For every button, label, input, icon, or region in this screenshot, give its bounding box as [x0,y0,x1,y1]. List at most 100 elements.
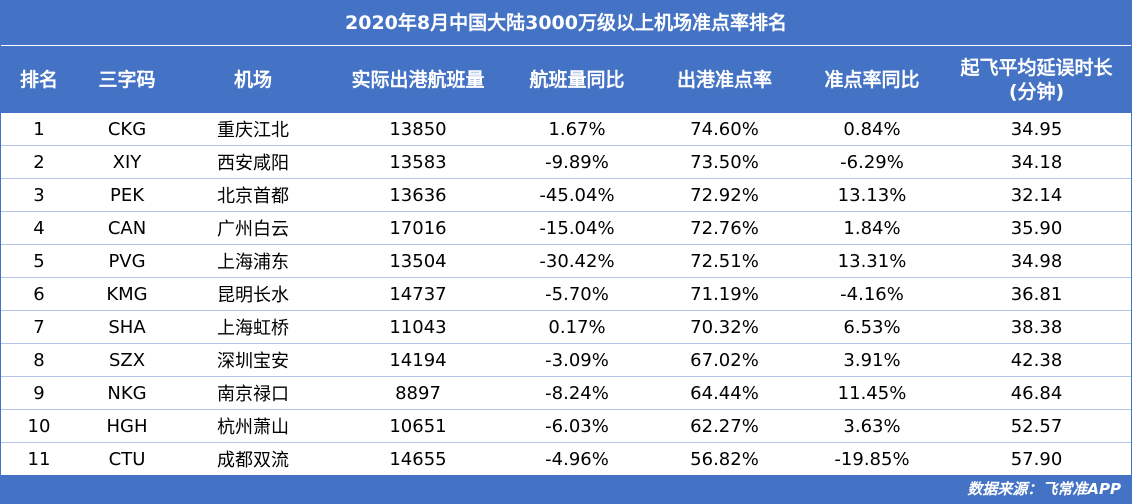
table-cell: 72.92% [647,178,802,212]
table-cell: KMG [77,277,177,311]
table-cell: 34.18 [942,145,1131,179]
table-cell: 34.98 [942,244,1131,278]
table-cell: 10 [1,409,77,443]
table-title: 2020年8月中国大陆3000万级以上机场准点率排名 [1,1,1131,46]
table-cell: 昆明长水 [177,277,329,311]
table-cell: 深圳宝安 [177,343,329,377]
table-cell: 62.27% [647,409,802,443]
table-cell: 14737 [329,277,507,311]
table-cell: CAN [77,211,177,245]
table-cell: 74.60% [647,113,802,146]
table-cell: -5.70% [507,277,647,311]
column-header-text: 三字码 [98,68,156,91]
table-cell: 42.38 [942,343,1131,377]
source-note: 数据来源：飞常准APP [1,475,1131,503]
table-cell: -9.89% [507,145,647,179]
table-cell: 4 [1,211,77,245]
table-cell: 35.90 [942,211,1131,245]
table-cell: -6.29% [802,145,942,179]
table-cell: 0.84% [802,113,942,146]
table-cell: 3.63% [802,409,942,443]
table-cell: -4.16% [802,277,942,311]
table-cell: NKG [77,376,177,410]
table-cell: 上海浦东 [177,244,329,278]
table-cell: 6.53% [802,310,942,344]
table-cell: 14194 [329,343,507,377]
table-cell: -15.04% [507,211,647,245]
table-cell: SHA [77,310,177,344]
table-cell: -19.85% [834,448,910,470]
table-row: 1 CKG 重庆江北 13850 1.67% 74.60% 0.84% 34.95 [1,113,1131,146]
table-cell: -6.03% [507,409,647,443]
table-cell: 重庆江北 [177,113,329,146]
table-cell: 9 [1,376,77,410]
table-cell: 上海虹桥 [177,310,329,344]
table-cell: 南京禄口 [177,376,329,410]
header-row: 排名 三字码 机场 实际出港航班量 航班量同比 出港准点率 准点率同比 起飞平均延误时长 (分钟… [1,46,1131,113]
table-cell: 13504 [329,244,507,278]
table-cell: 1.84% [802,211,942,245]
table-cell: HGH [77,409,177,443]
column-header-text: 机场 [233,68,272,91]
table-cell: PEK [77,178,177,212]
table-row: 4 CAN 广州白云 17016 -15.04% 72.76% 1.84% 35.90 [1,211,1131,245]
column-header-text: 出港准点率 [676,68,772,91]
column-header-text: 起飞平均延误时长 [960,56,1113,79]
table-cell: 6 [1,277,77,311]
table-cell: 73.50% [647,145,802,179]
column-header-7: 准点率同比 [802,46,942,113]
table-row: 6 KMG 昆明长水 14737 -5.70% 71.19% -4.16% 36.81 [1,277,1131,311]
column-header-1: 排名 [1,46,77,113]
column-header-6: 出港准点率 [647,46,802,113]
table-cell: 72.51% [647,244,802,278]
table-cell: 14655 [389,448,447,470]
column-header-text: 排名 [19,68,58,91]
table-cell: 11.45% [802,376,942,410]
table-row: 5 PVG 上海浦东 13504 -30.42% 72.51% 13.31% 34.98 [1,244,1131,278]
table-cell: 11043 [329,310,507,344]
table-cell: -30.42% [507,244,647,278]
column-header-3: 机场 [177,46,329,113]
table-cell: 38.38 [942,310,1131,344]
table-cell: 5 [1,244,77,278]
table-cell: 32.14 [942,178,1131,212]
column-header-text: 准点率同比 [824,68,920,91]
column-header-2: 三字码 [77,46,177,113]
table-cell: 64.44% [647,376,802,410]
table-row: 3 PEK 北京首都 13636 -45.04% 72.92% 13.13% 32.14 [1,178,1131,212]
table-row: 11 CTU 成都双流 14655 -4.96% 56.82% -19.85% 57.90 [1,443,1131,476]
ranking-table: 排名 三字码 机场 实际出港航班量 航班量同比 出港准点率 准点率同比 起飞平均延误时长 (分钟… [1,46,1131,475]
table-cell: 70.32% [647,310,802,344]
table-cell: 13.13% [802,178,942,212]
table-cell: XIY [77,145,177,179]
column-header-text: 航班量同比 [529,68,625,91]
table-cell: 2 [1,145,77,179]
column-header-4: 实际出港航班量 [329,46,507,113]
table-cell: 13636 [329,178,507,212]
table-cell: 0.17% [507,310,647,344]
table-row: 9 NKG 南京禄口 8897 -8.24% 64.44% 11.45% 46.84 [1,376,1131,410]
column-header-text: 实际出港航班量 [351,68,485,91]
table-cell: 西安咸阳 [177,145,329,179]
table-cell: 杭州萧山 [177,409,329,443]
column-header-5: 航班量同比 [507,46,647,113]
table-cell: 67.02% [647,343,802,377]
table-row: 8 SZX 深圳宝安 14194 -3.09% 67.02% 3.91% 42.38 [1,343,1131,377]
table-cell: 17016 [329,211,507,245]
table-row: 7 SHA 上海虹桥 11043 0.17% 70.32% 6.53% 38.38 [1,310,1131,344]
table-cell: SZX [77,343,177,377]
table-cell: 3 [1,178,77,212]
table-cell: 广州白云 [177,211,329,245]
table-cell: -4.96% [545,448,609,470]
table-cell: 72.76% [647,211,802,245]
column-header-unit: (分钟) [1008,80,1065,103]
table-cell: 8 [1,343,77,377]
table-cell: CKG [77,113,177,146]
table-cell: 57.90 [1010,448,1063,470]
table-cell: -45.04% [507,178,647,212]
table-cell: 13.31% [802,244,942,278]
table-cell: 3.91% [802,343,942,377]
table-cell: 8897 [329,376,507,410]
table-row: 2 XIY 西安咸阳 13583 -9.89% 73.50% -6.29% 34.18 [1,145,1131,179]
